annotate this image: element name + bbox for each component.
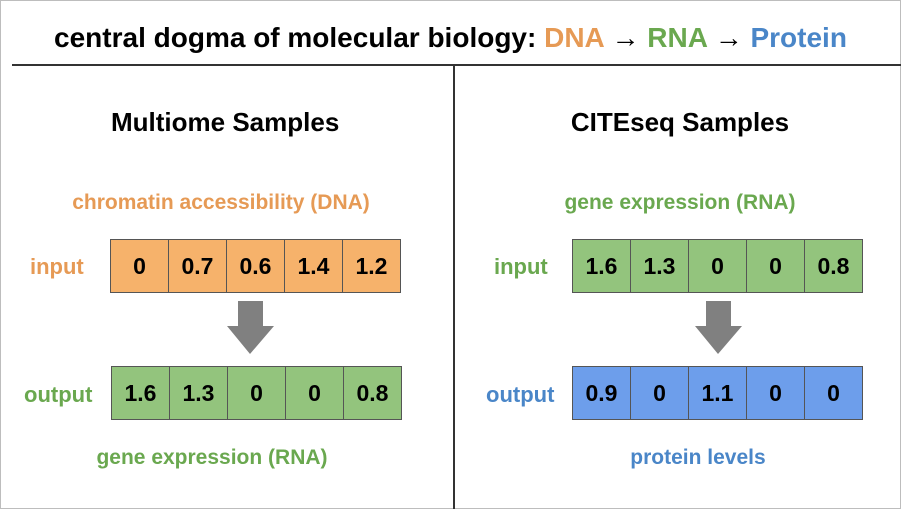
multiome-output-label: output — [24, 382, 93, 407]
vector-cell: 1.3 — [630, 239, 689, 293]
title-rna: RNA — [647, 22, 707, 53]
vector-cell: 0 — [688, 239, 747, 293]
vector-cell: 0.7 — [168, 239, 227, 293]
vector-cell: 1.6 — [572, 239, 631, 293]
vector-cell: 1.3 — [169, 366, 228, 420]
vector-cell: 0 — [746, 239, 805, 293]
vector-cell: 1.1 — [688, 366, 747, 420]
multiome-down-arrow-icon — [227, 301, 274, 354]
vector-cell: 0.8 — [804, 239, 863, 293]
citeseq-input-label: input — [494, 254, 548, 279]
citeseq-panel-title: CITEseq Samples — [570, 107, 790, 137]
multiome-input-caption: chromatin accessibility (DNA) — [72, 191, 370, 214]
vector-cell: 0.6 — [226, 239, 285, 293]
multiome-output-vector: 1.6 1.3 0 0 0.8 — [111, 366, 402, 420]
vector-cell: 0 — [227, 366, 286, 420]
vector-cell: 0 — [285, 366, 344, 420]
title-dna: DNA — [544, 22, 604, 53]
title-divider — [12, 64, 901, 66]
vector-cell: 0 — [746, 366, 805, 420]
citeseq-output-vector: 0.9 0 1.1 0 0 — [572, 366, 863, 420]
vector-cell: 0.8 — [343, 366, 402, 420]
vector-cell: 1.6 — [111, 366, 170, 420]
vector-cell: 1.4 — [284, 239, 343, 293]
vector-cell: 0 — [804, 366, 863, 420]
title-arrow-2: → — [706, 22, 751, 53]
multiome-input-vector: 0 0.7 0.6 1.4 1.2 — [110, 239, 401, 293]
citeseq-input-caption: gene expression (RNA) — [564, 191, 796, 214]
title-prefix: central dogma of molecular biology: — [54, 22, 545, 53]
vector-cell: 1.2 — [342, 239, 401, 293]
panel-divider — [453, 66, 455, 509]
citeseq-down-arrow-icon — [695, 301, 742, 354]
vector-cell: 0.9 — [572, 366, 631, 420]
vector-cell: 0 — [630, 366, 689, 420]
title-arrow-1: → — [603, 22, 648, 53]
citeseq-output-label: output — [486, 382, 555, 407]
citeseq-output-caption: protein levels — [630, 446, 766, 469]
citeseq-input-vector: 1.6 1.3 0 0 0.8 — [572, 239, 863, 293]
multiome-input-label: input — [30, 254, 84, 279]
figure-title: central dogma of molecular biology: DNA … — [0, 16, 901, 60]
multiome-output-caption: gene expression (RNA) — [96, 446, 328, 469]
title-protein: Protein — [750, 22, 847, 53]
multiome-panel-title: Multiome Samples — [111, 107, 340, 137]
vector-cell: 0 — [110, 239, 169, 293]
